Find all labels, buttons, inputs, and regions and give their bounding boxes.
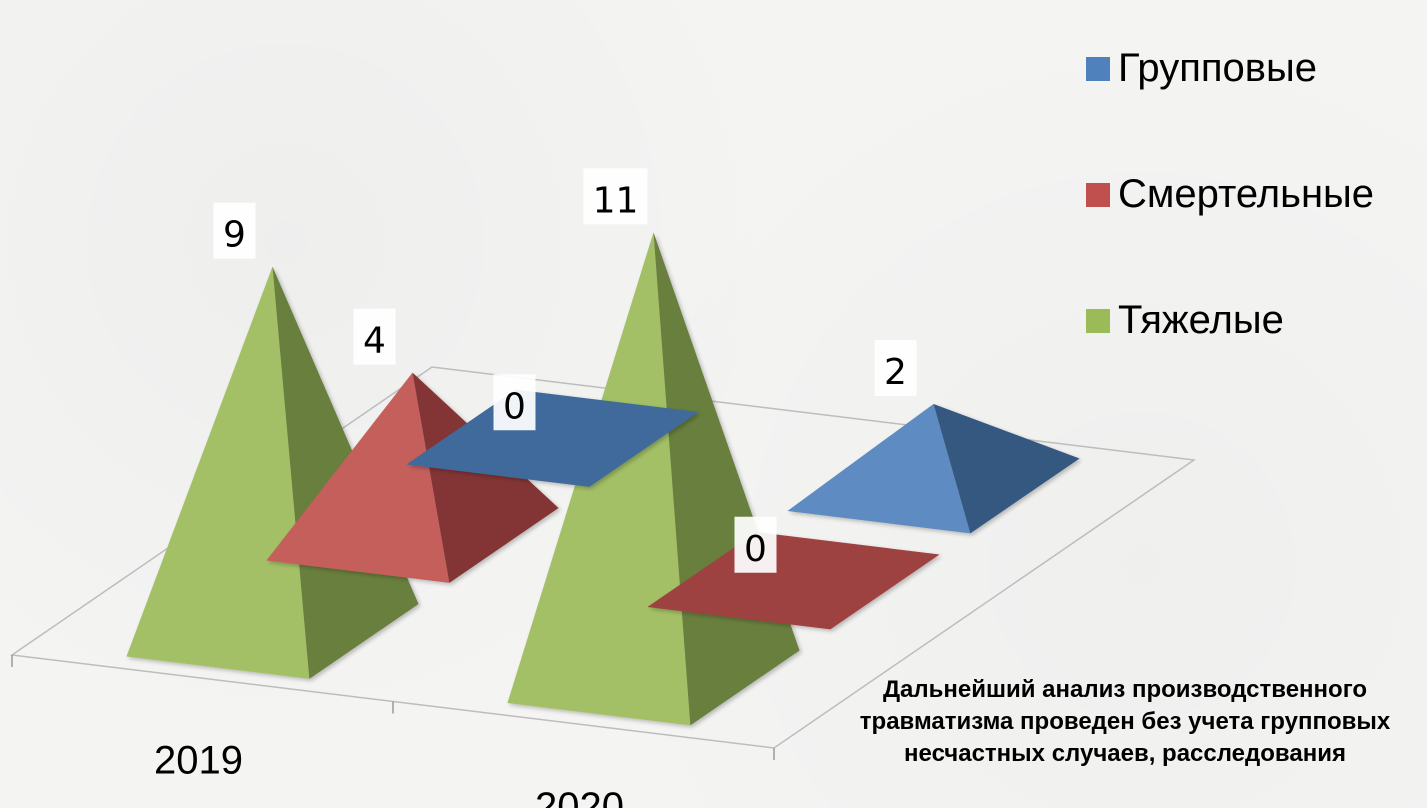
data-label: 4 — [363, 321, 386, 362]
legend-item: Групповые — [1086, 46, 1317, 91]
legend-swatch — [1086, 182, 1110, 207]
category-label: 2020 — [535, 785, 624, 808]
legend-swatch — [1086, 308, 1110, 333]
pyramid-front-face — [787, 403, 971, 534]
legend-item: Смертельные — [1086, 172, 1374, 217]
chart-marks — [126, 232, 1080, 726]
data-label: 11 — [593, 180, 639, 221]
legend-item: Тяжелые — [1086, 298, 1284, 343]
pyramid-base — [647, 532, 940, 630]
data-label: 9 — [223, 215, 246, 256]
pyramid-front-face — [126, 266, 310, 679]
pyramid-side-face — [933, 403, 1080, 534]
data-labels: 9 11 4 0 0 2 — [213, 168, 917, 573]
data-label-box — [213, 202, 256, 259]
legend-label: Тяжелые — [1118, 298, 1284, 342]
legend-label: Групповые — [1118, 46, 1318, 90]
data-label-box — [583, 168, 648, 225]
pyramid-front-face — [266, 372, 450, 583]
pyramid-mark — [787, 403, 1080, 534]
data-label: 2 — [884, 352, 907, 393]
data-label-box — [353, 308, 396, 365]
legend-label: Смертельные — [1118, 172, 1375, 216]
pyramid-base — [406, 389, 699, 487]
data-label: 0 — [503, 386, 526, 427]
pyramid-side-face — [412, 372, 559, 583]
pyramid-mark — [647, 532, 940, 630]
pyramid-mark — [406, 389, 699, 487]
data-label-box — [734, 516, 777, 573]
footnote-text: Дальнейший анализ производственного трав… — [859, 676, 1391, 767]
data-label-box — [874, 339, 917, 396]
data-label: 0 — [744, 529, 767, 570]
pyramid-mark — [266, 372, 559, 583]
data-label-box — [493, 374, 536, 431]
legend-swatch — [1086, 56, 1110, 81]
category-label: 2019 — [154, 738, 243, 782]
category-labels: 2019 2020 — [154, 738, 624, 808]
